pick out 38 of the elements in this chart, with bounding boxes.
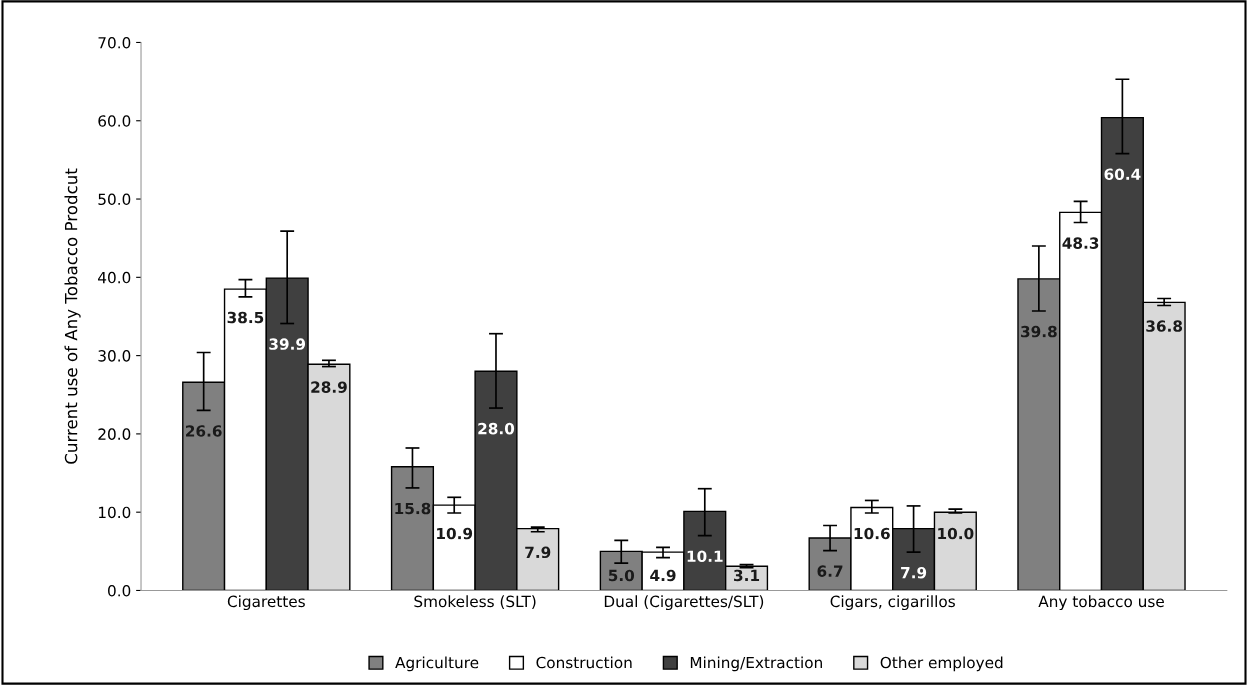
data-label: 6.7 <box>817 565 843 577</box>
data-label: 60.4 <box>1104 168 1141 180</box>
y-tick-label: 20.0 <box>98 428 131 440</box>
y-tick-label: 50.0 <box>98 193 131 206</box>
data-label: 26.6 <box>186 425 222 437</box>
data-label: 28.9 <box>311 381 347 393</box>
y-axis-title: Current use of Any Tobacco Prodcut <box>64 168 81 464</box>
y-tick-label: 30.0 <box>98 350 131 362</box>
legend-label: Mining/Extraction <box>690 656 822 672</box>
legend-label: Agriculture <box>395 656 479 672</box>
x-tick-label: Any tobacco use <box>1038 595 1164 611</box>
data-label: 38.5 <box>227 311 264 324</box>
y-tick-label: 60.0 <box>98 115 131 127</box>
data-label: 10.1 <box>687 550 723 563</box>
data-label: 28.0 <box>478 422 515 435</box>
legend-label: Other employed <box>880 656 1003 672</box>
data-label: 39.8 <box>1021 325 1057 338</box>
data-label: 5.0 <box>608 569 635 582</box>
data-label: 7.9 <box>901 566 927 579</box>
data-label: 4.9 <box>650 569 676 582</box>
x-tick-label: Cigarettes <box>227 595 305 611</box>
y-tick-label: 70.0 <box>98 36 131 49</box>
data-label: 10.0 <box>938 527 974 540</box>
data-label: 7.9 <box>525 546 551 559</box>
x-tick-label: Smokeless (SLT) <box>414 595 536 609</box>
data-label: 15.8 <box>395 502 431 515</box>
data-label: 3.1 <box>734 569 760 582</box>
y-tick-label: 40.0 <box>98 271 131 284</box>
legend-label: Construction <box>536 656 632 669</box>
x-tick-label: Cigars, cigarillos <box>830 595 955 611</box>
data-label: 36.8 <box>1146 320 1183 332</box>
data-label: 48.3 <box>1062 237 1099 249</box>
x-tick-label: Dual (Cigarettes/SLT) <box>604 595 764 611</box>
data-label: 10.6 <box>854 527 890 540</box>
y-tick-label: 0.0 <box>108 584 131 597</box>
y-tick-label: 10.0 <box>98 506 131 519</box>
data-label: 10.9 <box>437 527 473 540</box>
data-label: 39.9 <box>269 338 306 350</box>
